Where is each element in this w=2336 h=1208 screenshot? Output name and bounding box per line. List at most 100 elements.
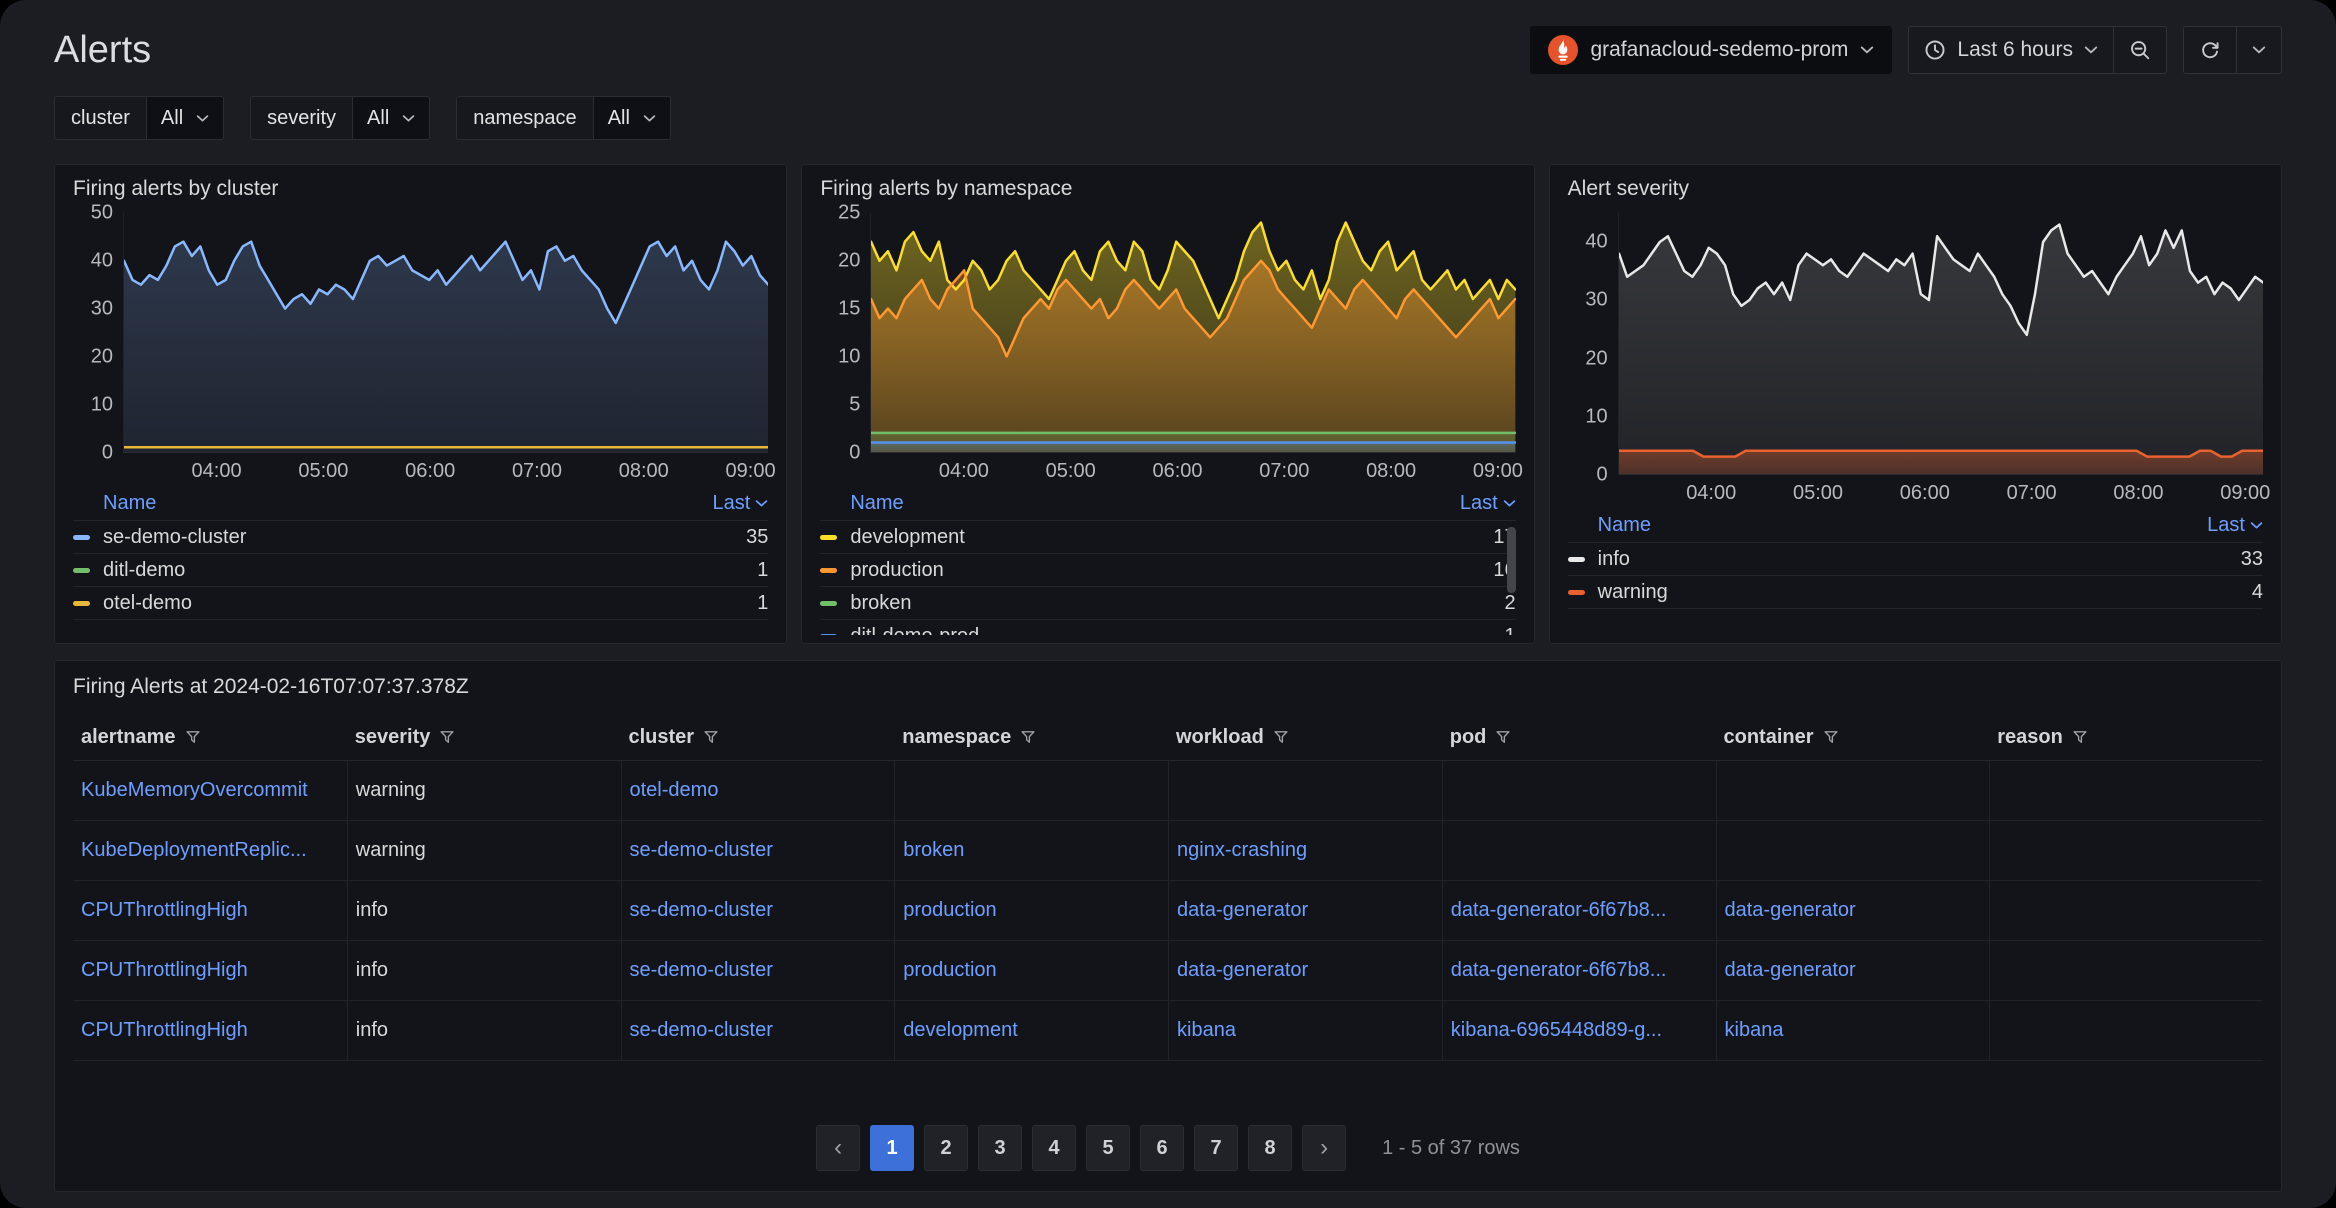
legend-series-value: 1 xyxy=(757,591,769,614)
filter-funnel-icon[interactable] xyxy=(2072,730,2088,745)
chart-plot-area[interactable] xyxy=(1617,213,2263,475)
legend-value-sort-header[interactable]: Last xyxy=(1460,492,1516,515)
chevron-down-icon xyxy=(643,114,656,122)
previous-page-button[interactable]: ‹ xyxy=(816,1125,861,1171)
datasource-label: grafanacloud-sedemo-prom xyxy=(1590,38,1849,61)
page-button-5[interactable]: 5 xyxy=(1086,1125,1131,1171)
column-header-pod[interactable]: pod xyxy=(1442,726,1716,749)
page-button-7[interactable]: 7 xyxy=(1194,1125,1239,1171)
filter-funnel-icon[interactable] xyxy=(1273,730,1289,745)
time-range-picker[interactable]: Last 6 hours xyxy=(1909,27,2113,73)
refresh-button[interactable] xyxy=(2184,27,2236,73)
column-header-workload[interactable]: workload xyxy=(1168,726,1442,749)
page-button-1[interactable]: 1 xyxy=(870,1125,915,1171)
column-header-alertname[interactable]: alertname xyxy=(73,726,347,749)
cell-cluster[interactable]: se-demo-cluster xyxy=(620,941,895,1000)
cell-workload[interactable]: nginx-crashing xyxy=(1168,821,1442,880)
legend-item[interactable]: ditl-demo 1 xyxy=(73,554,769,587)
cell-container[interactable]: data-generator xyxy=(1715,881,1990,940)
column-header-reason[interactable]: reason xyxy=(1989,726,2263,749)
legend-item[interactable]: broken 2 xyxy=(820,587,1516,620)
legend-item[interactable]: otel-demo 1 xyxy=(73,587,769,620)
filter-funnel-icon[interactable] xyxy=(1823,730,1839,745)
cell-cluster[interactable]: otel-demo xyxy=(620,761,895,820)
cell-cluster[interactable]: se-demo-cluster xyxy=(620,881,895,940)
legend-name-sort-header[interactable]: Name xyxy=(850,492,904,514)
refresh-interval-dropdown[interactable] xyxy=(2236,27,2281,73)
column-header-container[interactable]: container xyxy=(1716,726,1990,749)
chevron-down-icon xyxy=(2252,46,2266,54)
x-axis-tick-label: 05:00 xyxy=(1792,482,1844,504)
column-header-namespace[interactable]: namespace xyxy=(894,726,1168,749)
filter-funnel-icon[interactable] xyxy=(1020,730,1036,745)
legend: Name Last info 33 warning 4 xyxy=(1567,509,2263,635)
page-button-3[interactable]: 3 xyxy=(978,1125,1023,1171)
cell-alertname[interactable]: KubeMemoryOvercommit xyxy=(81,779,308,801)
cell-pod[interactable]: data-generator-6f67b8... xyxy=(1441,941,1716,1000)
y-axis-tick-label: 0 xyxy=(1596,463,1608,486)
legend-item[interactable]: warning 4 xyxy=(1567,576,2263,609)
cell-cluster[interactable]: se-demo-cluster xyxy=(620,821,895,880)
cell-pod[interactable]: data-generator-6f67b8... xyxy=(1441,881,1716,940)
legend-item[interactable]: production 16 xyxy=(820,554,1516,587)
legend-name-sort-header[interactable]: Name xyxy=(103,492,157,514)
chevron-down-icon xyxy=(403,114,415,122)
filter-funnel-icon[interactable] xyxy=(439,730,455,745)
x-axis-tick-label: 09:00 xyxy=(2220,482,2271,504)
legend-name-sort-header[interactable]: Name xyxy=(1597,514,1652,536)
page-button-8[interactable]: 8 xyxy=(1248,1125,1293,1171)
legend-value-sort-header[interactable]: Last xyxy=(713,492,769,515)
cell-severity: warning xyxy=(346,821,621,880)
filter-value-dropdown-severity[interactable]: All xyxy=(352,96,431,140)
filter-funnel-icon[interactable] xyxy=(703,730,719,745)
filter-value-dropdown-namespace[interactable]: All xyxy=(592,96,671,140)
zoom-out-button[interactable] xyxy=(2113,27,2166,73)
page-button-2[interactable]: 2 xyxy=(924,1125,969,1171)
legend-scrollbar-thumb[interactable] xyxy=(1506,527,1516,593)
filter-funnel-icon[interactable] xyxy=(185,730,201,745)
cell-container xyxy=(1715,761,1990,820)
next-page-button[interactable]: › xyxy=(1302,1125,1347,1171)
filter-label-severity: severity xyxy=(250,96,353,140)
column-header-cluster[interactable]: cluster xyxy=(621,726,895,749)
filter-funnel-icon[interactable] xyxy=(1495,730,1511,745)
x-axis-tick-label: 09:00 xyxy=(725,460,776,482)
cell-namespace[interactable]: broken xyxy=(894,821,1168,880)
legend-series-value: 1 xyxy=(1505,625,1516,636)
cell-workload[interactable]: kibana xyxy=(1168,1001,1442,1060)
page-button-4[interactable]: 4 xyxy=(1032,1125,1077,1171)
legend-item[interactable]: info 33 xyxy=(1567,543,2263,576)
y-axis-tick-label: 0 xyxy=(849,441,861,464)
alerts-table: alertname severity cluster namespace wor… xyxy=(73,715,2263,1061)
y-axis-tick-label: 5 xyxy=(849,393,861,416)
filter-value-dropdown-cluster[interactable]: All xyxy=(145,96,225,140)
cell-namespace[interactable]: development xyxy=(894,1001,1168,1060)
legend-value-sort-header[interactable]: Last xyxy=(2207,514,2263,537)
cell-pod[interactable]: kibana-6965448d89-g... xyxy=(1441,1001,1716,1060)
legend-item[interactable]: se-demo-cluster 35 xyxy=(73,521,769,554)
legend-item[interactable]: development 17 xyxy=(820,521,1516,554)
chevron-down-icon xyxy=(196,114,209,122)
cell-namespace[interactable]: production xyxy=(894,881,1168,940)
cell-severity: info xyxy=(346,1001,621,1060)
cell-namespace[interactable]: production xyxy=(894,941,1168,1000)
page-button-6[interactable]: 6 xyxy=(1140,1125,1185,1171)
cell-container[interactable]: data-generator xyxy=(1715,941,1990,1000)
cell-alertname[interactable]: KubeDeploymentReplic... xyxy=(81,839,307,861)
cell-alertname[interactable]: CPUThrottlingHigh xyxy=(81,959,248,981)
cell-cluster[interactable]: se-demo-cluster xyxy=(620,1001,895,1060)
series-color-swatch xyxy=(1567,556,1585,562)
cell-workload[interactable]: data-generator xyxy=(1168,941,1442,1000)
x-axis: 04:00 05:00 06:00 07:00 08:00 09:00 xyxy=(123,453,776,483)
legend-item[interactable]: ditl-demo-prod1 xyxy=(820,620,1516,636)
cell-workload[interactable]: data-generator xyxy=(1168,881,1442,940)
cell-container[interactable]: kibana xyxy=(1715,1001,1990,1060)
chart-plot-area[interactable] xyxy=(870,213,1516,453)
datasource-picker[interactable]: grafanacloud-sedemo-prom xyxy=(1530,26,1893,74)
column-header-severity[interactable]: severity xyxy=(347,726,621,749)
cell-alertname[interactable]: CPUThrottlingHigh xyxy=(81,1019,248,1041)
cell-alertname[interactable]: CPUThrottlingHigh xyxy=(81,899,248,921)
y-axis-tick-label: 10 xyxy=(1585,405,1608,428)
legend-series-name: ditl-demo-prod xyxy=(850,625,1504,636)
chart-plot-area[interactable] xyxy=(123,213,769,453)
